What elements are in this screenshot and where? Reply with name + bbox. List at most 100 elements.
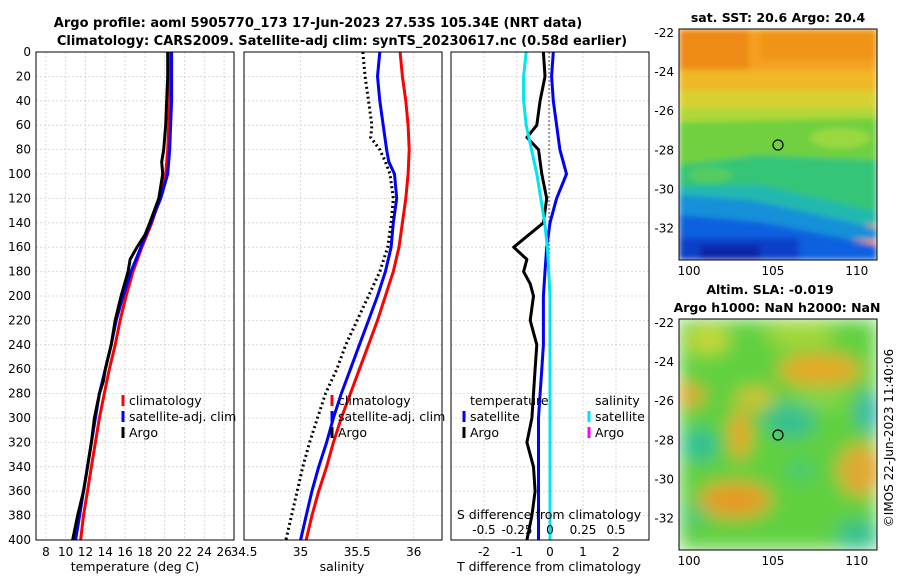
depth-tick-label: 20 <box>16 69 31 83</box>
depth-tick-label: 0 <box>23 45 31 59</box>
legend-label-argo: Argo <box>129 425 158 440</box>
lon-tick-label: 100 <box>678 554 701 568</box>
depth-tick-label: 160 <box>8 240 31 254</box>
legend-heading-temperature: temperature <box>470 393 549 408</box>
series-line-climatology <box>304 52 411 540</box>
legend-label-climatology: climatology <box>338 393 411 408</box>
x-tick-label: 18 <box>137 545 152 559</box>
x-tick-label: -1 <box>511 545 523 559</box>
difference-profile-panel: -2 -1 0 1 2 -0.5 -0.25 0 0.25 0.5 S difference f… <box>450 51 650 574</box>
temperature-series <box>71 52 174 540</box>
lon-tick-label: 100 <box>678 264 701 278</box>
lat-tick-label: -30 <box>654 183 674 197</box>
x-tick-label: 0 <box>546 545 554 559</box>
legend-label-t-satellite: satellite <box>470 409 520 424</box>
series-line-argo <box>284 52 395 540</box>
t-difference-tick-labels: -2 -1 0 1 2 <box>478 545 620 559</box>
depth-tick-label: 380 <box>8 509 31 523</box>
x-tick-label: 14 <box>98 545 113 559</box>
x-tick-label: 36 <box>406 545 421 559</box>
depth-tick-label: 200 <box>8 289 31 303</box>
lon-tick-label: 105 <box>762 264 785 278</box>
figure-title-line1: Argo profile: aoml 5905770_173 17-Jun-20… <box>54 16 582 31</box>
lat-tick-label: -24 <box>654 65 674 79</box>
sst-map-title: sat. SST: 20.6 Argo: 20.4 <box>691 10 866 25</box>
lat-tick-label: -22 <box>654 316 674 330</box>
legend-label-s-satellite: satellite <box>595 409 645 424</box>
figure-title-line2: Climatology: CARS2009. Satellite-adj cli… <box>57 34 627 49</box>
s-tick-label: 0.25 <box>570 523 597 537</box>
series-line-climatology <box>79 52 172 540</box>
lon-tick-label: 110 <box>845 264 868 278</box>
depth-tick-label: 340 <box>8 460 31 474</box>
depth-tick-label: 280 <box>8 387 31 401</box>
depth-tick-label: 240 <box>8 338 31 352</box>
salinity-profile-panel: 34.5 35 35.5 36 salinity climatology satell… <box>231 51 445 574</box>
temperature-legend: climatology satellite-adj. clim Argo <box>121 393 236 440</box>
salinity-xlabel: salinity <box>320 559 365 574</box>
argo-location-marker <box>772 139 784 151</box>
s-tick-label: -0.5 <box>472 523 495 537</box>
depth-tick-label: 80 <box>16 143 31 157</box>
legend-label-satellite: satellite-adj. clim <box>129 409 236 424</box>
legend-label-s-argo: Argo <box>595 425 624 440</box>
lat-tick-label: -28 <box>654 143 674 157</box>
imos-timestamp-watermark: ©IMOS 22-Jun-2023 11:40:06 <box>882 349 896 527</box>
temperature-profile-panel: 0 20 40 60 80 100 120 140 160 180 200 220 240 260 280 3… <box>8 45 236 574</box>
argo-location-marker <box>772 429 784 441</box>
depth-tick-label: 360 <box>8 484 31 498</box>
difference-series <box>512 52 568 540</box>
x-tick-label: 22 <box>177 545 192 559</box>
sla-map-title-line1: Altim. SLA: -0.019 <box>706 282 833 297</box>
difference-legend-temperature: temperature satellite Argo <box>462 393 549 440</box>
legend-label-t-argo: Argo <box>470 425 499 440</box>
x-tick-label: 20 <box>157 545 172 559</box>
salinity-series <box>284 52 411 540</box>
sst-field <box>679 29 877 260</box>
legend-label-satellite: satellite-adj. clim <box>338 409 445 424</box>
sla-map: Altim. SLA: -0.019 Argo h1000: NaN h2000… <box>654 282 880 568</box>
sla-lat-tick-labels: -22 -24 -26 -28 -30 -32 <box>654 316 674 526</box>
salinity-legend: climatology satellite-adj. clim Argo <box>330 393 445 440</box>
x-tick-label: 2 <box>612 545 620 559</box>
x-tick-label: 12 <box>78 545 93 559</box>
difference-legend-salinity: salinity satellite Argo <box>587 393 645 440</box>
depth-tick-label: 320 <box>8 435 31 449</box>
legend-heading-salinity: salinity <box>595 393 640 408</box>
salinity-tick-labels: 34.5 35 35.5 36 <box>231 545 422 559</box>
series-line-s-satellite <box>522 52 552 540</box>
sst-lat-tick-labels: -22 -24 -26 -28 -30 -32 <box>654 26 674 236</box>
lon-tick-label: 110 <box>845 554 868 568</box>
lat-tick-label: -26 <box>654 394 674 408</box>
lon-tick-label: 105 <box>762 554 785 568</box>
temperature-tick-labels: 8 10 12 14 16 18 20 22 24 26 <box>42 545 232 559</box>
s-tick-label: 0.5 <box>606 523 625 537</box>
lat-tick-label: -32 <box>654 222 674 236</box>
depth-tick-label: 260 <box>8 362 31 376</box>
series-line-argo <box>71 52 170 540</box>
sla-lon-tick-labels: 100 105 110 <box>678 554 869 568</box>
x-tick-label: -2 <box>478 545 490 559</box>
depth-tick-label: 180 <box>8 265 31 279</box>
depth-tick-label: 400 <box>8 533 31 547</box>
x-tick-label: 10 <box>58 545 73 559</box>
depth-tick-label: 40 <box>16 94 31 108</box>
x-tick-label: 8 <box>42 545 50 559</box>
lat-tick-label: -32 <box>654 512 674 526</box>
sst-map: sat. SST: 20.6 Argo: 20.4 - <box>654 10 878 278</box>
depth-tick-label: 100 <box>8 167 31 181</box>
legend-label-argo: Argo <box>338 425 367 440</box>
series-line-t-satellite <box>537 52 568 540</box>
lat-tick-label: -30 <box>654 473 674 487</box>
x-tick-label: 1 <box>579 545 587 559</box>
s-difference-axis-label: S difference from climatology <box>457 507 642 522</box>
s-tick-label: 0 <box>546 523 554 537</box>
legend-label-climatology: climatology <box>129 393 202 408</box>
t-difference-xlabel: T difference from climatology <box>456 559 642 574</box>
depth-tick-label: 140 <box>8 216 31 230</box>
sst-lon-tick-labels: 100 105 110 <box>678 264 869 278</box>
x-tick-label: 24 <box>197 545 212 559</box>
depth-tick-labels: 0 20 40 60 80 100 120 140 160 180 200 220 240 260 280 3… <box>8 45 31 547</box>
lat-tick-label: -24 <box>654 355 674 369</box>
s-tick-label: -0.25 <box>501 523 532 537</box>
